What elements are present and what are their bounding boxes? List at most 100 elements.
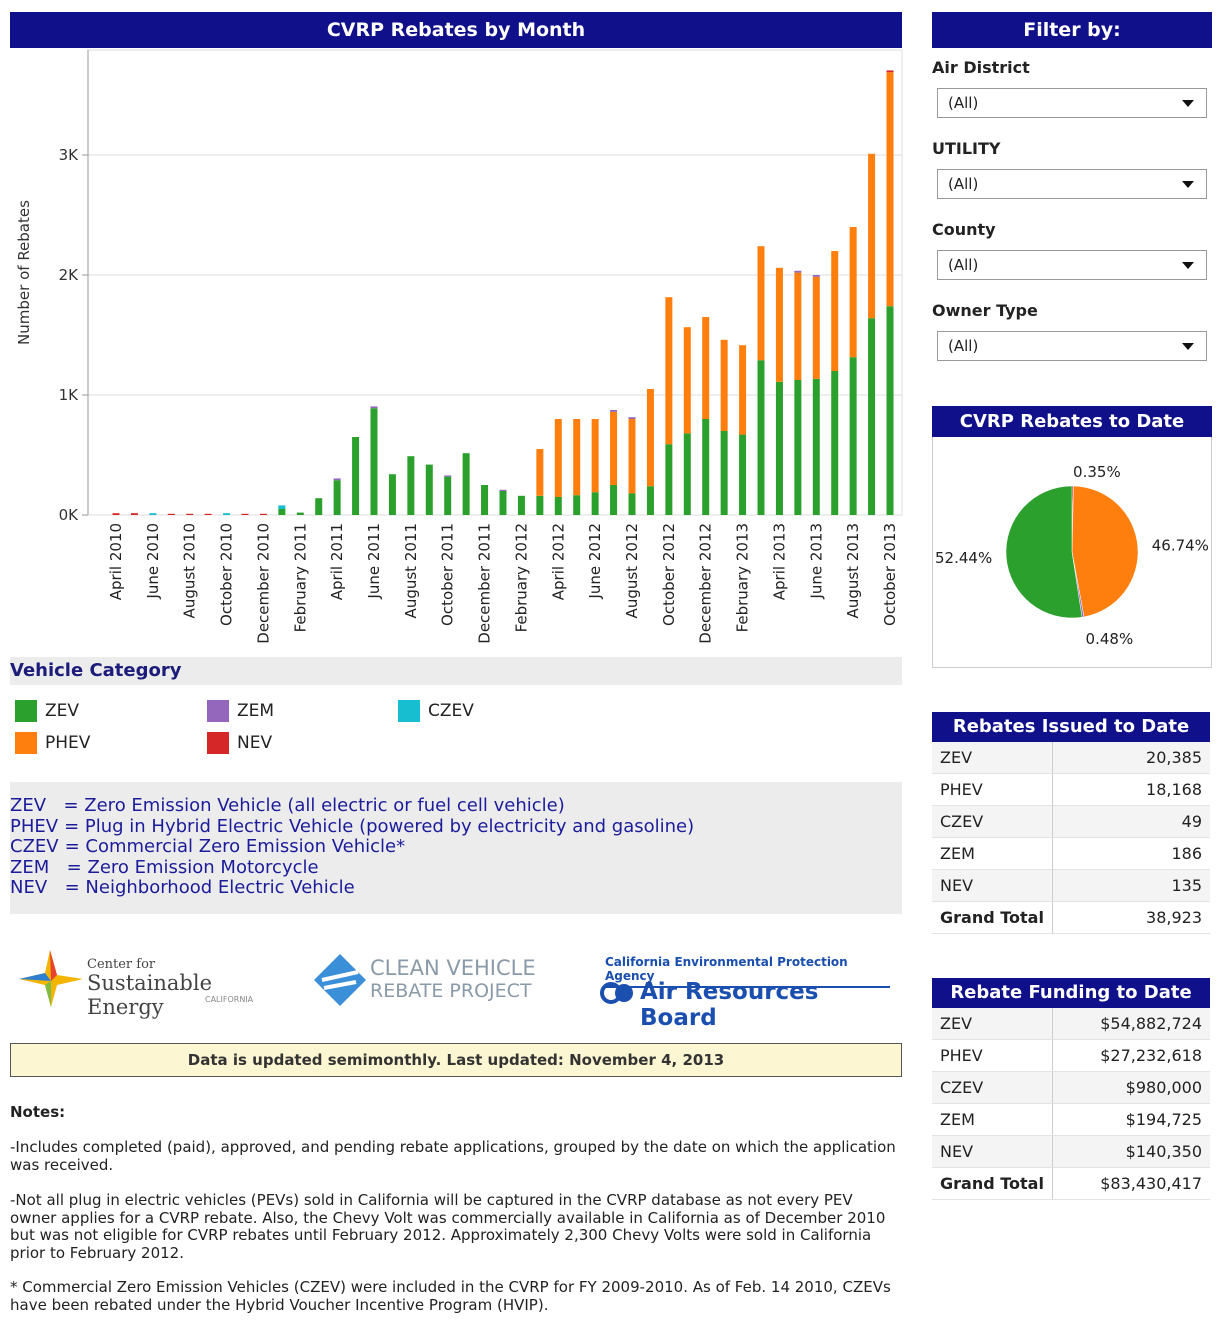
bar-segment bbox=[739, 345, 747, 435]
legend-swatch bbox=[207, 700, 229, 722]
bar-segment bbox=[573, 495, 581, 515]
x-tick-label: August 2011 bbox=[402, 523, 420, 618]
x-tick-label: October 2012 bbox=[660, 523, 678, 626]
pie-label: 52.44% bbox=[935, 549, 992, 567]
bar-segment bbox=[628, 493, 636, 515]
row-value: 135 bbox=[1052, 869, 1210, 902]
table-row: ZEV 20,385 bbox=[932, 742, 1210, 774]
definition: CZEV = Commercial Zero Emission Vehicle* bbox=[10, 836, 902, 858]
table-row: ZEM 186 bbox=[932, 837, 1210, 870]
row-label: ZEM bbox=[932, 837, 1053, 870]
logo-text: REBATE PROJECT bbox=[370, 980, 532, 1002]
filter-label: Air District bbox=[932, 58, 1030, 77]
x-tick-label: August 2010 bbox=[181, 523, 199, 618]
row-value: $54,882,724 bbox=[1052, 1008, 1210, 1040]
x-tick-label: February 2011 bbox=[291, 523, 309, 632]
logo-cse: Center for Sustainable Energy CALIFORNIA bbox=[15, 945, 275, 1019]
bar-segment bbox=[849, 227, 857, 358]
bar-segment bbox=[223, 513, 231, 515]
row-label: CZEV bbox=[932, 805, 1053, 838]
definition-abbr: NEV bbox=[10, 877, 48, 898]
logo-icon bbox=[600, 982, 633, 1004]
definition: ZEM = Zero Emission Motorcycle bbox=[10, 857, 902, 879]
bar-segment bbox=[499, 489, 507, 491]
x-tick-label: February 2013 bbox=[734, 523, 752, 632]
x-tick-label: June 2011 bbox=[365, 523, 383, 600]
row-label: ZEM bbox=[932, 1103, 1053, 1136]
bar-segment bbox=[591, 419, 599, 493]
legend-label: ZEM bbox=[237, 701, 275, 721]
bar-segment bbox=[610, 410, 618, 412]
definition-text: = Plug in Hybrid Electric Vehicle (power… bbox=[64, 815, 695, 837]
definition: ZEV = Zero Emission Vehicle (all electri… bbox=[10, 795, 902, 817]
bar-segment bbox=[517, 495, 525, 515]
definition: NEV = Neighborhood Electric Vehicle bbox=[10, 877, 902, 899]
bar-segment bbox=[333, 480, 341, 515]
table-row: CZEV $980,000 bbox=[932, 1071, 1210, 1104]
table-row: PHEV $27,232,618 bbox=[932, 1039, 1210, 1072]
bar-segment bbox=[720, 431, 728, 515]
bar-segment bbox=[149, 513, 157, 515]
legend-header: Vehicle Category bbox=[10, 657, 902, 685]
row-value: 18,168 bbox=[1052, 773, 1210, 806]
row-value: 49 bbox=[1052, 805, 1210, 838]
definition-text: = Zero Emission Vehicle (all electric or… bbox=[52, 795, 565, 816]
row-label: Grand Total bbox=[932, 1167, 1053, 1200]
definitions: ZEV = Zero Emission Vehicle (all electri… bbox=[10, 782, 902, 914]
row-value: 186 bbox=[1052, 837, 1210, 870]
logo-text: Air Resources Board bbox=[640, 979, 819, 1031]
filter-label: Owner Type bbox=[932, 301, 1038, 320]
bar-segment bbox=[462, 453, 470, 515]
bar-segment bbox=[812, 378, 820, 515]
pie-label: 0.48% bbox=[1086, 630, 1134, 648]
dropdown[interactable]: (All) bbox=[937, 331, 1207, 361]
bar-segment bbox=[720, 339, 728, 431]
bar-segment bbox=[831, 371, 839, 515]
definition-abbr: ZEV bbox=[10, 795, 47, 816]
row-value: $140,350 bbox=[1052, 1135, 1210, 1168]
logo-text: CLEAN VEHICLE bbox=[370, 956, 536, 980]
bar-segment bbox=[886, 72, 894, 307]
row-label: NEV bbox=[932, 869, 1053, 902]
dropdown[interactable]: (All) bbox=[937, 250, 1207, 280]
funding-table: ZEV $54,882,724 PHEV $27,232,618 CZEV $980,00… bbox=[932, 1008, 1210, 1200]
bar-segment bbox=[812, 275, 820, 277]
x-tick-label: December 2010 bbox=[254, 523, 272, 644]
notes-title: Notes: bbox=[10, 1103, 66, 1121]
logo-cvrp: CLEAN VEHICLE REBATE PROJECT bbox=[312, 950, 552, 1010]
legend-label: CZEV bbox=[428, 701, 474, 721]
dropdown[interactable]: (All) bbox=[937, 88, 1207, 118]
bar-segment bbox=[481, 485, 489, 515]
row-value: 38,923 bbox=[1052, 901, 1210, 934]
definition-text: = Neighborhood Electric Vehicle bbox=[53, 877, 355, 898]
logo-icon bbox=[314, 954, 366, 1006]
bar-segment bbox=[831, 251, 839, 371]
bar-segment bbox=[628, 419, 636, 494]
table-row: ZEV $54,882,724 bbox=[932, 1008, 1210, 1040]
bar-segment bbox=[849, 357, 857, 515]
legend-title: Vehicle Category bbox=[10, 660, 182, 681]
bar-segment bbox=[407, 456, 415, 515]
table-row: NEV 135 bbox=[932, 869, 1210, 902]
logo-star bbox=[19, 950, 83, 1007]
legend-item: CZEV bbox=[398, 700, 474, 722]
table-row: Grand Total $83,430,417 bbox=[932, 1167, 1210, 1200]
bar-segment bbox=[646, 389, 654, 487]
table-row: CZEV 49 bbox=[932, 805, 1210, 838]
dropdown[interactable]: (All) bbox=[937, 169, 1207, 199]
x-tick-label: June 2010 bbox=[144, 523, 162, 600]
x-tick-label: December 2012 bbox=[697, 523, 715, 644]
x-tick-label: October 2010 bbox=[218, 523, 236, 626]
pie-title: CVRP Rebates to Date bbox=[932, 406, 1212, 437]
bar-segment bbox=[868, 153, 876, 319]
legend-label: ZEV bbox=[45, 701, 80, 721]
logo-text: CALIFORNIA bbox=[205, 995, 254, 1004]
row-label: PHEV bbox=[932, 773, 1053, 806]
definition-abbr: PHEV bbox=[10, 815, 59, 837]
bar-segment bbox=[610, 411, 618, 485]
row-label: NEV bbox=[932, 1135, 1053, 1168]
legend-item: PHEV bbox=[15, 732, 90, 754]
bar-segment bbox=[591, 492, 599, 515]
bar-segment bbox=[794, 272, 802, 380]
